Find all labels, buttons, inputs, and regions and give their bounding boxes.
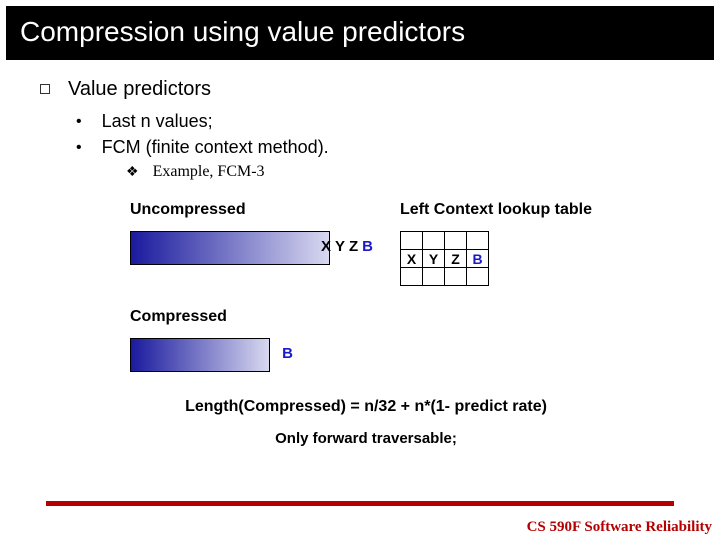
uncompressed-column: Uncompressed X Y Z B (130, 201, 330, 286)
dot-bullet-icon: • (76, 111, 82, 133)
letter-b: B (362, 238, 373, 255)
lookup-table: X Y Z B (400, 231, 489, 286)
bullet-level2: • FCM (finite context method). (76, 137, 692, 159)
footer-text: CS 590F Software Reliability (527, 519, 712, 536)
lookup-label: Left Context lookup table (400, 201, 592, 219)
diamond-bullet-icon: ❖ (126, 163, 139, 183)
table-cell (445, 232, 467, 250)
table-cell (445, 268, 467, 286)
table-row (401, 232, 489, 250)
table-cell-b: B (467, 250, 489, 268)
letter-x: X (321, 238, 331, 255)
lvl2-text-1: FCM (finite context method). (102, 137, 329, 158)
bullet-level3: ❖ Example, FCM-3 (126, 163, 692, 183)
table-cell-y: Y (423, 250, 445, 268)
square-bullet-icon (40, 84, 50, 94)
note-text: Only forward traversable; (40, 430, 692, 447)
slide-content: Value predictors • Last n values; • FCM … (0, 60, 720, 447)
bullet-level1: Value predictors (40, 78, 692, 101)
table-row (401, 268, 489, 286)
table-cell-z: Z (445, 250, 467, 268)
letter-y: Y (335, 238, 345, 255)
table-cell (401, 268, 423, 286)
table-cell (467, 268, 489, 286)
lvl2-text-0: Last n values; (102, 111, 213, 132)
compressed-block: Compressed B (130, 308, 692, 372)
bullet-level2: • Last n values; (76, 111, 692, 133)
table-cell (401, 232, 423, 250)
compressed-bar: B (130, 338, 270, 372)
uncompressed-bar: X Y Z B (130, 231, 330, 265)
footer-divider (46, 501, 674, 506)
letter-z: Z (349, 238, 358, 255)
dot-bullet-icon: • (76, 137, 82, 159)
slide-title: Compression using value predictors (6, 6, 714, 60)
lvl1-text: Value predictors (68, 78, 211, 101)
table-cell (423, 268, 445, 286)
bar-letters: X Y Z B (321, 238, 373, 255)
table-cell (423, 232, 445, 250)
formula-text: Length(Compressed) = n/32 + n*(1- predic… (40, 398, 692, 416)
uncompressed-label: Uncompressed (130, 201, 330, 219)
table-cell (467, 232, 489, 250)
lvl3-text: Example, FCM-3 (153, 163, 265, 181)
table-row: X Y Z B (401, 250, 489, 268)
lookup-column: Left Context lookup table X Y Z B (400, 201, 592, 286)
table-cell-x: X (401, 250, 423, 268)
compressed-label: Compressed (130, 308, 692, 326)
diagram-row: Uncompressed X Y Z B Left Context lookup… (130, 201, 692, 286)
compressed-letter: B (282, 345, 293, 362)
